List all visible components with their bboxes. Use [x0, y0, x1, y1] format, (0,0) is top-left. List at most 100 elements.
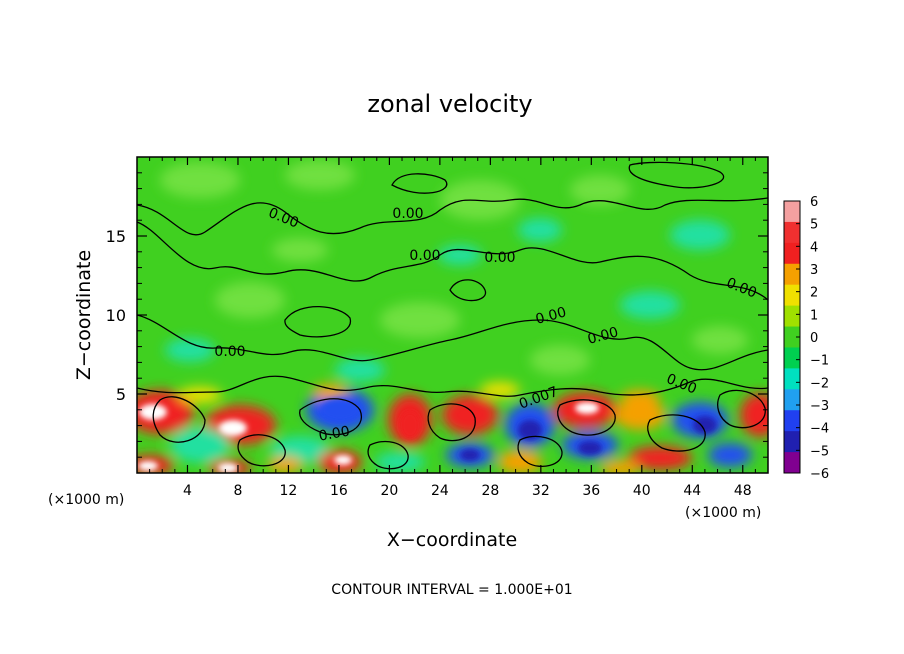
x-tick-label: 40	[633, 483, 651, 499]
field-blob	[375, 452, 425, 472]
field-blob	[170, 427, 230, 463]
contour-line	[517, 435, 563, 467]
field-blob	[272, 238, 328, 262]
x-tick-label: 8	[233, 483, 242, 499]
field-blob	[498, 450, 542, 473]
contour-line	[137, 375, 768, 397]
y-axis: 5 10 15	[106, 172, 768, 458]
field-blob	[160, 162, 240, 198]
x-tick-label: 16	[330, 483, 348, 499]
chart-title: zonal velocity	[367, 90, 532, 118]
field-blob	[518, 218, 562, 242]
x-tick-label: 44	[683, 483, 701, 499]
field-core	[460, 449, 480, 461]
colorbar-label: 6	[810, 195, 818, 210]
colorbar-label: 1	[810, 308, 818, 323]
field-core	[578, 441, 602, 455]
colorbar: 6 5 4 3 2 1 0 −1 −2 −3 −4 −5 −6	[783, 195, 829, 482]
contour-label: 0.00	[392, 206, 423, 222]
field-blob	[600, 460, 640, 473]
x-tick-label: 20	[380, 483, 398, 499]
field-blob	[335, 358, 385, 382]
contour-label: 0.00	[409, 248, 440, 264]
field-blob	[442, 395, 498, 435]
contour-line	[647, 414, 706, 452]
plot-area: 0.00 0.000.00 0.000.000.000.000.000.000.00…	[137, 157, 768, 473]
contour-line	[237, 434, 286, 467]
field-blob	[614, 400, 666, 430]
x-unit-right: (×1000 m)	[685, 505, 761, 521]
field-blob	[285, 160, 355, 190]
colorbar-swatch	[784, 410, 800, 432]
field-core	[693, 416, 717, 434]
x-tick-label: 4	[183, 483, 192, 499]
colorbar-label: −5	[810, 444, 829, 459]
colorbar-swatch	[784, 263, 800, 286]
colorbar-label: 2	[810, 286, 818, 301]
field-blob	[692, 326, 748, 354]
colorbar-label: 0	[810, 331, 818, 346]
contour-line	[557, 399, 616, 436]
colorbar-label: −6	[810, 467, 829, 482]
contour-label: 0.00	[318, 423, 351, 444]
field-core	[320, 398, 360, 422]
field-blob	[670, 220, 730, 250]
contour-line	[284, 305, 351, 338]
y-tick-label: 10	[106, 306, 126, 325]
contour-line	[137, 197, 768, 236]
x-tick-label: 36	[582, 483, 600, 499]
field-blob	[165, 338, 215, 362]
colorbar-label: −3	[810, 399, 829, 414]
field-blob	[215, 282, 285, 318]
field-core	[575, 402, 599, 414]
colorbar-swatch	[784, 368, 800, 390]
colorbar-label: −2	[810, 376, 829, 391]
contour-line	[717, 389, 766, 429]
x-axis: 4 8 12 16 20 24 28 32 36 40 44 48	[149, 157, 756, 499]
x-tick-label: 28	[481, 483, 499, 499]
colorbar-swatch	[784, 389, 800, 411]
x-tick-label: 12	[280, 483, 298, 499]
colorbar-swatch	[784, 221, 800, 244]
field-core	[400, 411, 420, 439]
field-core	[334, 455, 352, 465]
field-blob	[530, 345, 590, 375]
field-blobs	[137, 160, 768, 473]
field-blob	[312, 384, 348, 400]
field-core	[218, 463, 238, 473]
y-axis-label: Z−coordinate	[73, 250, 95, 380]
field-blob	[620, 291, 680, 319]
field-core	[518, 420, 542, 440]
contour-line	[152, 396, 206, 443]
field-blob	[708, 443, 752, 467]
colorbar-label: −4	[810, 422, 829, 437]
colorbar-swatch	[784, 201, 800, 223]
colorbar-swatch	[784, 284, 800, 307]
field-core	[138, 461, 158, 471]
contour-line	[137, 314, 768, 371]
colorbar-label: 3	[810, 263, 818, 278]
y-tick-label: 15	[106, 227, 126, 246]
contour-line	[628, 161, 725, 189]
contour-interval-note: CONTOUR INTERVAL = 1.000E+01	[331, 582, 572, 598]
colorbar-swatch	[784, 431, 800, 453]
x-tick-label: 32	[532, 483, 550, 499]
contour-lines	[137, 161, 768, 470]
field-blob	[380, 302, 460, 338]
field-blob	[740, 393, 768, 437]
contour-line	[137, 221, 768, 301]
x-axis-label: X−coordinate	[387, 529, 517, 551]
colorbar-label: −1	[810, 354, 829, 369]
colorbar-swatch	[784, 242, 800, 265]
field-core	[219, 420, 247, 436]
field-cores	[138, 398, 717, 473]
field-blob	[178, 387, 222, 403]
contour-line	[391, 173, 448, 194]
contour-line	[367, 441, 409, 470]
contour-label: 0.00	[586, 324, 620, 348]
x-tick-label: 24	[431, 483, 449, 499]
x-tick-label: 48	[734, 483, 752, 499]
contour-line	[449, 279, 486, 302]
colorbar-swatch	[784, 305, 800, 328]
